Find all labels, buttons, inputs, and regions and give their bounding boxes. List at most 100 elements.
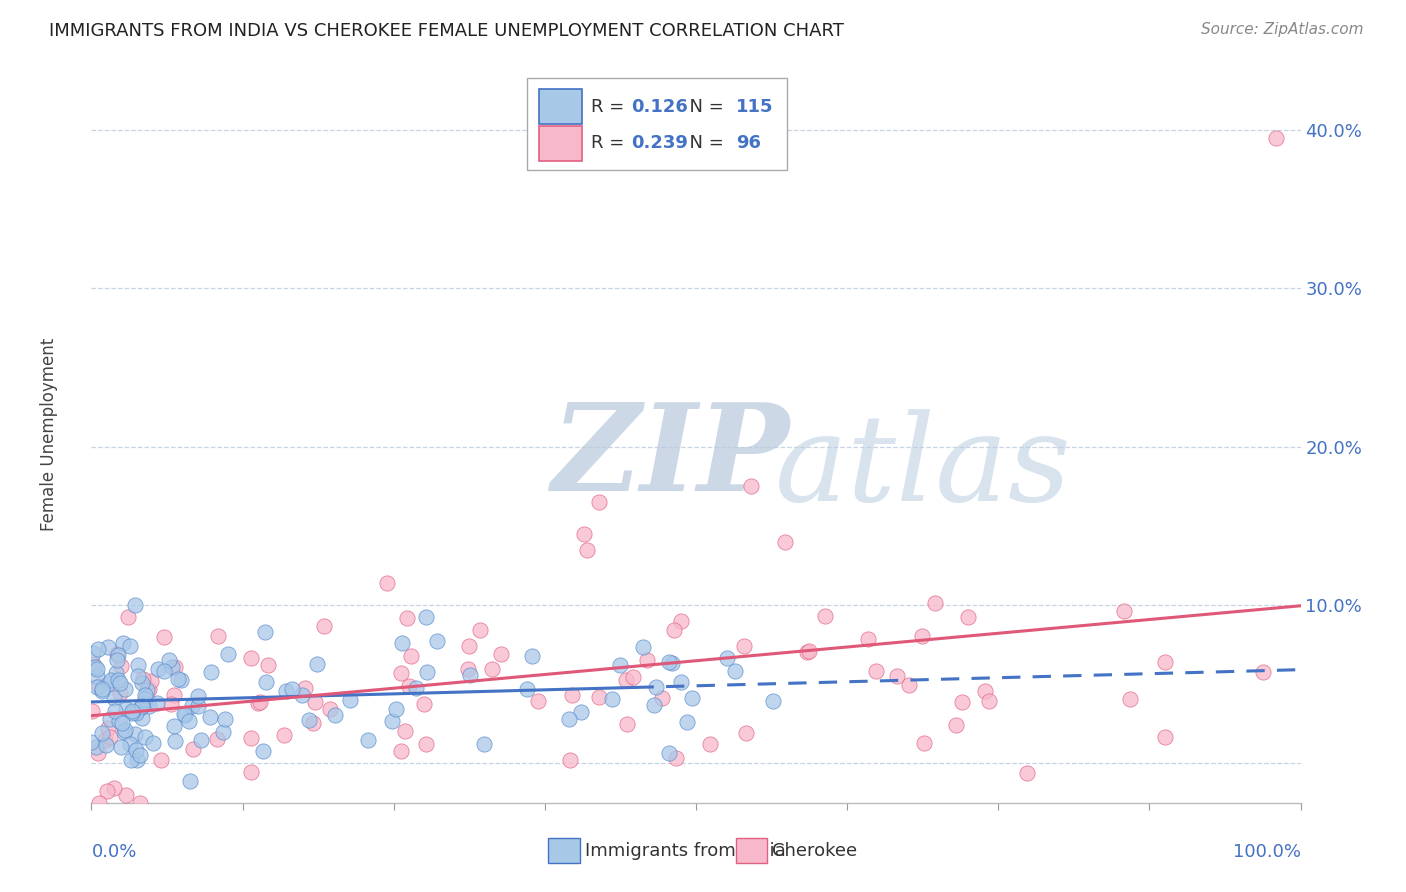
Point	[187, 689, 209, 703]
FancyBboxPatch shape	[548, 838, 579, 863]
Point	[558, 712, 581, 726]
Point	[82, 646, 104, 660]
Text: 100.0%: 100.0%	[1233, 843, 1301, 862]
Text: 96: 96	[735, 135, 761, 153]
Point	[522, 648, 544, 663]
Point	[323, 708, 346, 723]
Point	[110, 659, 132, 673]
Point	[91, 681, 114, 696]
Point	[318, 701, 340, 715]
Point	[198, 710, 221, 724]
Point	[637, 653, 659, 667]
FancyBboxPatch shape	[735, 838, 768, 863]
Point	[96, 784, 118, 798]
Point	[425, 634, 447, 648]
Point	[762, 694, 785, 708]
Point	[588, 690, 610, 705]
Point	[120, 753, 142, 767]
Point	[115, 702, 138, 716]
Point	[415, 609, 437, 624]
Point	[89, 679, 111, 693]
Point	[114, 682, 136, 697]
Point	[307, 657, 329, 671]
Point	[103, 780, 125, 795]
Point	[127, 753, 149, 767]
Point	[600, 692, 623, 706]
Point	[173, 708, 195, 723]
Point	[110, 686, 132, 700]
Point	[121, 706, 143, 720]
Point	[153, 664, 176, 678]
Point	[614, 673, 637, 687]
Point	[80, 704, 103, 718]
Point	[187, 698, 209, 713]
Point	[105, 653, 128, 667]
Text: IMMIGRANTS FROM INDIA VS CHEROKEE FEMALE UNEMPLOYMENT CORRELATION CHART: IMMIGRANTS FROM INDIA VS CHEROKEE FEMALE…	[49, 22, 844, 40]
Point	[416, 665, 439, 679]
Point	[489, 647, 512, 661]
Point	[131, 675, 153, 690]
Point	[643, 698, 665, 712]
Point	[669, 614, 692, 628]
Point	[312, 619, 335, 633]
Point	[252, 744, 274, 758]
Point	[797, 644, 820, 658]
Point	[170, 673, 193, 687]
Point	[86, 662, 108, 676]
Point	[357, 733, 380, 747]
Point	[179, 773, 201, 788]
Text: Cherokee: Cherokee	[772, 842, 858, 860]
Point	[389, 744, 412, 758]
Point	[257, 658, 280, 673]
Point	[141, 674, 163, 689]
Point	[304, 695, 326, 709]
Point	[146, 662, 169, 676]
Point	[145, 696, 167, 710]
Point	[561, 689, 583, 703]
Point	[273, 728, 295, 742]
Point	[394, 723, 416, 738]
Point	[526, 694, 548, 708]
Point	[138, 681, 160, 696]
Point	[912, 736, 935, 750]
Point	[339, 693, 361, 707]
Point	[142, 736, 165, 750]
Point	[664, 751, 686, 765]
Point	[651, 690, 673, 705]
Point	[472, 738, 495, 752]
Point	[134, 730, 156, 744]
Point	[157, 653, 180, 667]
Point	[716, 651, 738, 665]
Point	[131, 710, 153, 724]
Point	[724, 664, 747, 678]
Point	[396, 611, 419, 625]
Point	[129, 700, 152, 714]
Point	[179, 714, 201, 728]
Text: Female Unemployment: Female Unemployment	[39, 338, 58, 532]
Point	[301, 715, 323, 730]
FancyBboxPatch shape	[538, 126, 582, 161]
Point	[107, 714, 129, 728]
Point	[609, 657, 631, 672]
Point	[558, 753, 581, 767]
Point	[398, 679, 420, 693]
Point	[385, 702, 408, 716]
Point	[98, 730, 121, 744]
Point	[281, 681, 304, 696]
Point	[298, 713, 321, 727]
Point	[274, 683, 297, 698]
Point	[470, 623, 492, 637]
Point	[128, 796, 150, 810]
Point	[205, 731, 228, 746]
Point	[118, 737, 141, 751]
Point	[740, 479, 762, 493]
Point	[375, 576, 398, 591]
Point	[124, 727, 146, 741]
Point	[127, 657, 149, 672]
Point	[645, 680, 668, 694]
Point	[661, 656, 683, 670]
Point	[190, 733, 212, 747]
Point	[97, 640, 120, 654]
Point	[246, 696, 269, 710]
Point	[111, 636, 134, 650]
